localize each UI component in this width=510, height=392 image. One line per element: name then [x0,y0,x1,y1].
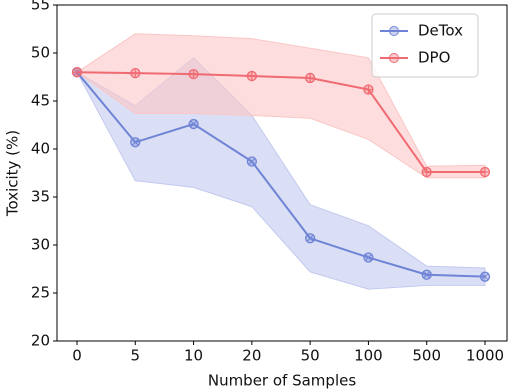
plot-frame [56,4,508,342]
marker-cross [131,138,139,146]
x-tick-label: 50 [301,347,320,365]
x-tick-label: 500 [412,347,441,365]
series-line [76,71,485,174]
point [188,68,199,80]
marker-cross [364,85,373,94]
y-axis-title: Toxicity (%) [4,130,22,217]
legend-label: DeTox [418,22,463,40]
point [71,67,83,78]
point [363,84,374,95]
point [479,271,491,282]
y-tick-label: 30 [31,236,50,254]
y-tick-label: 55 [31,0,50,14]
y-tick-label: 20 [31,332,50,350]
point [363,252,374,263]
marker-cross [481,168,489,177]
legend-label: DPO [418,49,450,67]
y-tick-label: 40 [31,140,50,158]
y-tick-label: 50 [31,44,50,62]
point [246,156,258,167]
marker-cross [190,120,197,128]
x-tick-label: 20 [242,347,261,365]
point [304,233,316,244]
point [246,70,258,82]
marker-cross [306,234,314,242]
marker-cross [306,73,315,82]
y-tick-label: 25 [31,284,50,302]
y-tick-label: 45 [31,92,50,110]
x-tick-label: 5 [131,347,141,365]
x-tick-label: 0 [72,347,82,365]
marker-cross [247,72,256,81]
marker-cross [423,271,431,279]
marker-cross [131,69,140,78]
point [479,166,491,178]
point [130,137,141,148]
point [130,68,141,79]
point [421,269,432,280]
series-line [76,71,486,278]
legend: DeTox DPO [371,13,479,78]
marker-cross [365,254,372,261]
marker-cross [422,168,431,177]
marker-cross [189,70,198,79]
x-axis-title: Number of Samples [208,372,356,390]
legend-marker [389,53,399,63]
x-tick-label: 1000 [466,347,504,365]
point [421,166,432,178]
legend-marker [389,26,399,36]
marker-cross [248,158,256,165]
x-tick-label: 100 [354,347,383,365]
marker-cross [481,273,489,281]
x-tick-label: 10 [184,347,203,365]
point [188,118,199,130]
marker-cross [73,68,81,77]
y-tick-label: 35 [31,188,50,206]
point [304,72,316,84]
